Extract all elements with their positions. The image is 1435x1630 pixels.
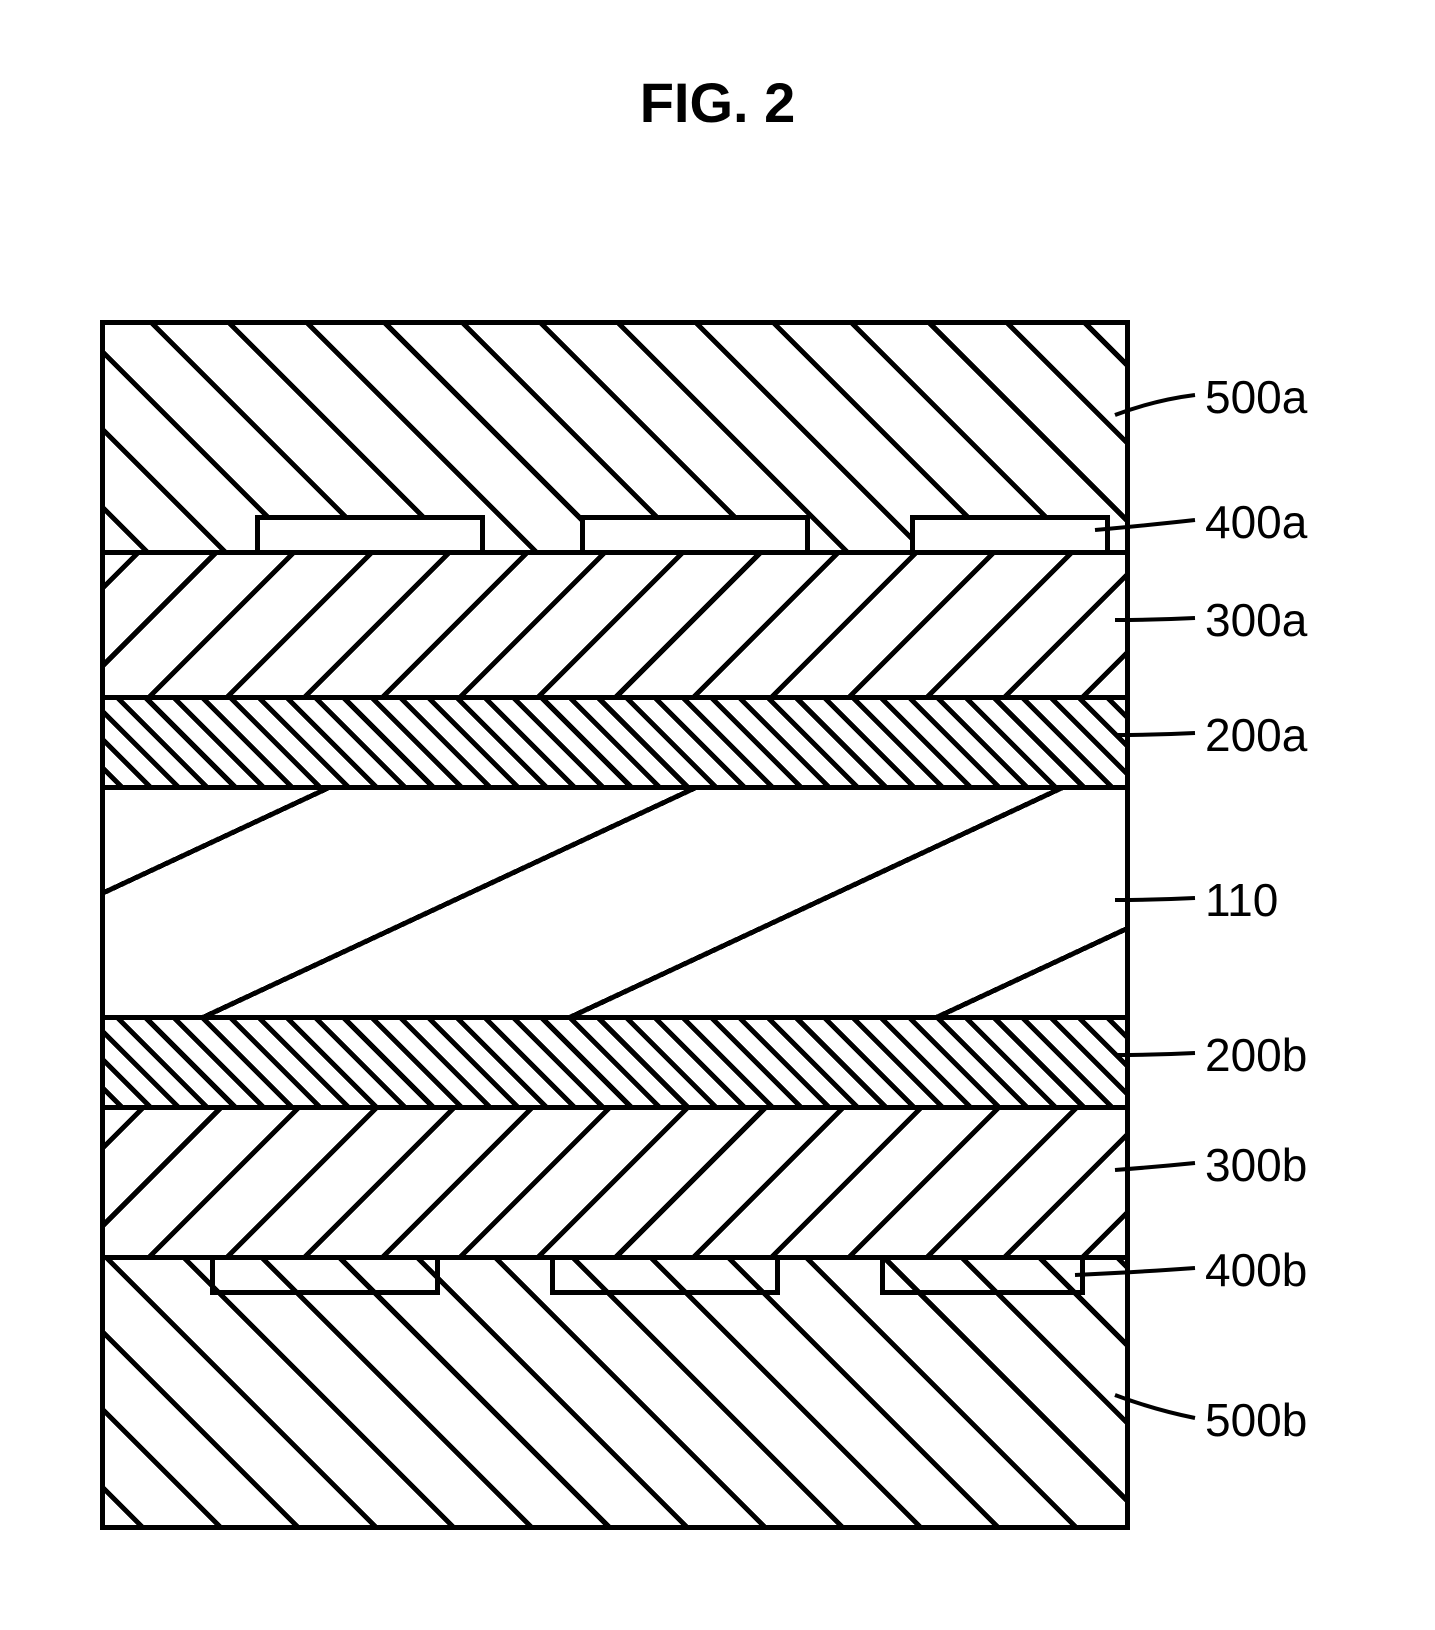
label-110: 110 [1205,873,1278,927]
label-200a: 200a [1205,708,1307,762]
label-300b: 300b [1205,1138,1307,1192]
label-200b: 200b [1205,1028,1307,1082]
label-500b: 500b [1205,1393,1307,1447]
label-400a: 400a [1205,495,1307,549]
label-400b: 400b [1205,1243,1307,1297]
label-300a: 300a [1205,593,1307,647]
leader-lines [0,0,1435,1630]
label-500a: 500a [1205,370,1307,424]
